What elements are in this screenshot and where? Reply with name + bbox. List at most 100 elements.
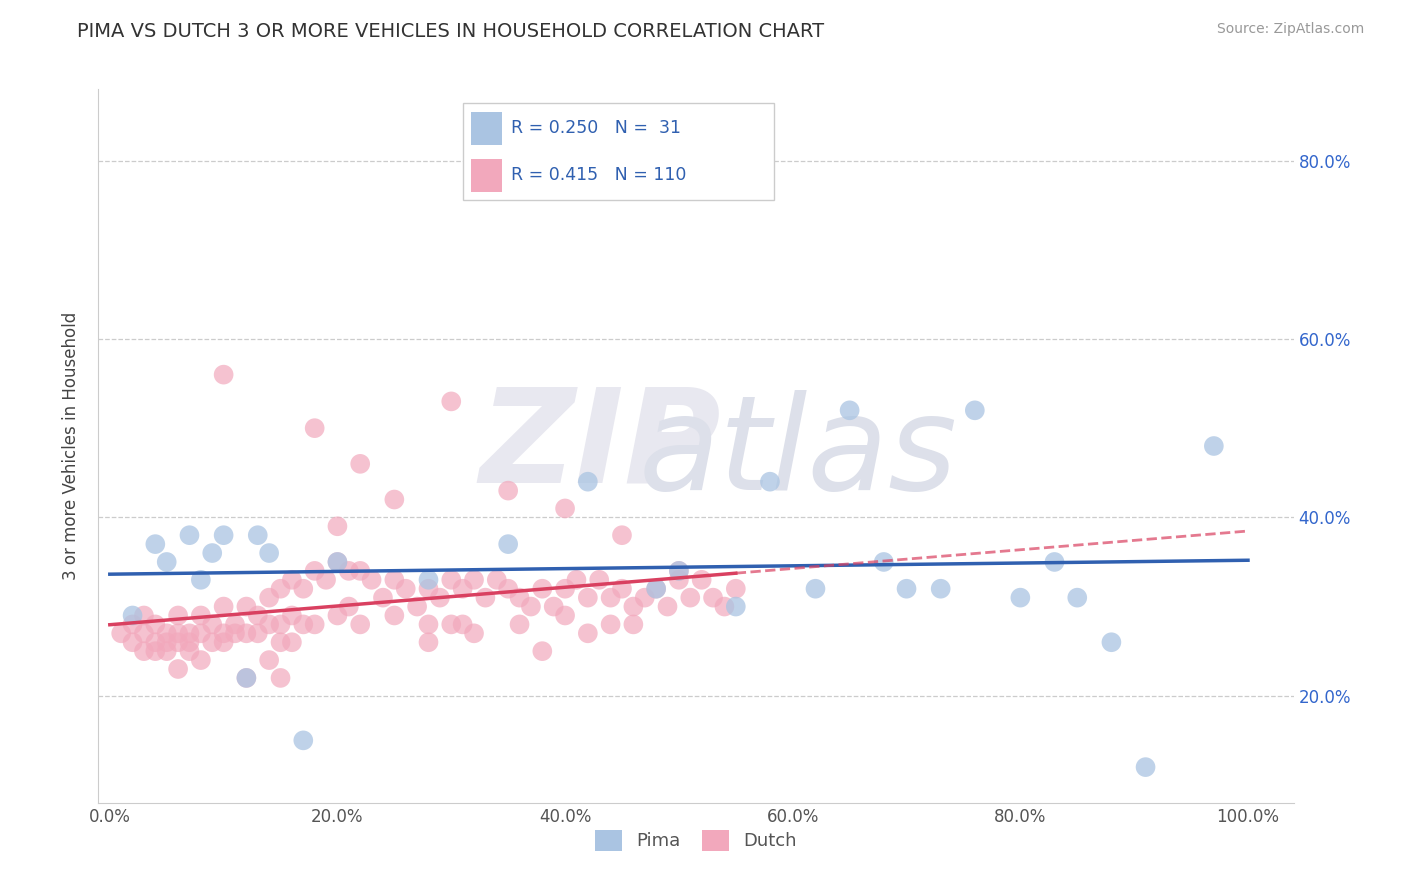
Point bbox=[496, 582, 519, 596]
Point bbox=[257, 617, 280, 632]
Point bbox=[179, 626, 201, 640]
Point bbox=[382, 608, 405, 623]
Point bbox=[270, 635, 292, 649]
Point bbox=[657, 599, 679, 614]
Point bbox=[212, 599, 235, 614]
Point bbox=[235, 671, 257, 685]
Point bbox=[371, 591, 394, 605]
Point bbox=[190, 573, 212, 587]
Point bbox=[463, 626, 485, 640]
Point bbox=[690, 573, 713, 587]
Point bbox=[337, 599, 360, 614]
Point bbox=[246, 626, 269, 640]
Point bbox=[292, 733, 315, 747]
Point bbox=[440, 573, 463, 587]
Point bbox=[190, 626, 212, 640]
Point bbox=[212, 368, 235, 382]
Point bbox=[610, 582, 633, 596]
Point bbox=[360, 573, 382, 587]
Point bbox=[270, 617, 292, 632]
Point bbox=[257, 546, 280, 560]
Point bbox=[724, 599, 747, 614]
Point bbox=[1066, 591, 1088, 605]
Point bbox=[121, 635, 143, 649]
Point bbox=[235, 626, 257, 640]
Point bbox=[326, 519, 349, 533]
Point bbox=[270, 582, 292, 596]
Point bbox=[212, 626, 235, 640]
Point bbox=[156, 626, 179, 640]
Point bbox=[451, 582, 474, 596]
Point bbox=[1135, 760, 1157, 774]
Point bbox=[576, 591, 599, 605]
Point bbox=[565, 573, 588, 587]
Point bbox=[190, 653, 212, 667]
Point bbox=[156, 555, 179, 569]
Point bbox=[201, 617, 224, 632]
Point bbox=[668, 573, 690, 587]
Point bbox=[326, 555, 349, 569]
Point bbox=[679, 591, 702, 605]
Point bbox=[121, 617, 143, 632]
Point bbox=[451, 617, 474, 632]
Point bbox=[304, 617, 326, 632]
Legend: Pima, Dutch: Pima, Dutch bbox=[588, 822, 804, 858]
Point bbox=[224, 626, 246, 640]
Text: ZIP: ZIP bbox=[479, 383, 721, 509]
Point bbox=[520, 599, 543, 614]
Point bbox=[326, 555, 349, 569]
Point bbox=[110, 626, 132, 640]
Point bbox=[337, 564, 360, 578]
Point bbox=[304, 564, 326, 578]
Point bbox=[440, 617, 463, 632]
Point bbox=[292, 582, 315, 596]
Point bbox=[179, 635, 201, 649]
Point bbox=[224, 617, 246, 632]
Point bbox=[509, 591, 531, 605]
Point bbox=[621, 599, 644, 614]
Point bbox=[406, 599, 429, 614]
Point bbox=[1202, 439, 1225, 453]
Point bbox=[281, 573, 304, 587]
Point bbox=[235, 599, 257, 614]
Point bbox=[724, 582, 747, 596]
Point bbox=[440, 394, 463, 409]
Point bbox=[929, 582, 952, 596]
Point bbox=[281, 608, 304, 623]
Point bbox=[554, 608, 576, 623]
Point bbox=[418, 582, 440, 596]
Point bbox=[395, 582, 418, 596]
Point bbox=[132, 626, 155, 640]
Point bbox=[167, 635, 190, 649]
Point bbox=[496, 537, 519, 551]
Point bbox=[621, 617, 644, 632]
Point bbox=[235, 671, 257, 685]
Point bbox=[713, 599, 735, 614]
Point bbox=[212, 528, 235, 542]
Point bbox=[599, 617, 621, 632]
Point bbox=[167, 626, 190, 640]
Point bbox=[349, 617, 371, 632]
Point bbox=[634, 591, 657, 605]
Point bbox=[257, 591, 280, 605]
Point bbox=[496, 483, 519, 498]
Point bbox=[257, 653, 280, 667]
Point bbox=[167, 608, 190, 623]
Point bbox=[326, 608, 349, 623]
Point bbox=[588, 573, 610, 587]
Point bbox=[246, 608, 269, 623]
Point bbox=[963, 403, 986, 417]
Point bbox=[599, 591, 621, 605]
Point bbox=[429, 591, 451, 605]
Point bbox=[668, 564, 690, 578]
Point bbox=[645, 582, 668, 596]
Point bbox=[212, 635, 235, 649]
Point bbox=[418, 635, 440, 649]
Point bbox=[201, 546, 224, 560]
Point bbox=[509, 617, 531, 632]
Point bbox=[143, 644, 166, 658]
Point bbox=[246, 528, 269, 542]
Point bbox=[645, 582, 668, 596]
Point bbox=[349, 457, 371, 471]
Point bbox=[179, 528, 201, 542]
